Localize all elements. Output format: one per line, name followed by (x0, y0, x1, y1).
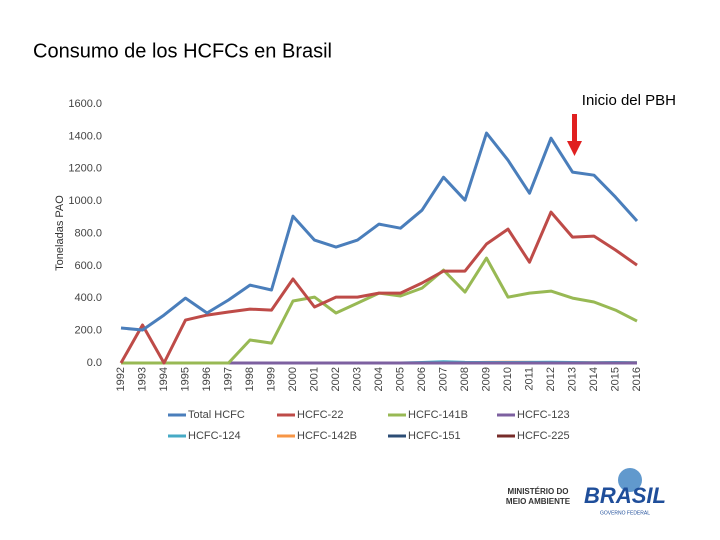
ministry-text: MINISTÉRIO DO (508, 487, 569, 496)
y-tick-label: 0.0 (87, 357, 102, 369)
x-tick-label: 2001 (308, 367, 320, 391)
y-tick-label: 1000.0 (68, 195, 102, 207)
brand-sub: GOVERNO FEDERAL (600, 510, 650, 516)
x-tick-label: 1993 (136, 367, 148, 391)
x-tick-label: 2000 (287, 367, 299, 391)
y-tick-label: 1200.0 (68, 163, 102, 175)
x-tick-label: 2008 (459, 367, 471, 391)
legend-label: HCFC-151 (408, 430, 461, 442)
x-tick-label: 2016 (631, 367, 643, 391)
y-tick-label: 1600.0 (68, 98, 102, 110)
footer-logo: MINISTÉRIO DO MEIO AMBIENTE BRASIL GOVER… (506, 468, 666, 516)
x-tick-label: 2007 (437, 367, 449, 391)
x-tick-label: 2015 (609, 367, 621, 391)
x-tick-label: 2010 (502, 367, 514, 391)
legend-label: HCFC-124 (188, 430, 241, 442)
annotation-arrow (567, 114, 582, 156)
annotation: Inicio del PBH (582, 92, 676, 109)
y-tick-label: 800.0 (74, 227, 102, 239)
x-tick-label: 2002 (330, 367, 342, 391)
x-tick-label: 1998 (244, 367, 256, 391)
legend-label: Total HCFC (188, 409, 245, 421)
x-tick-label: 2014 (588, 367, 600, 391)
x-tick-label: 1996 (201, 367, 213, 391)
x-tick-label: 1999 (265, 367, 277, 391)
x-tick-label: 2004 (373, 367, 385, 391)
y-tick-label: 600.0 (74, 260, 102, 272)
series-line (120, 131, 639, 332)
y-tick-label: 1400.0 (68, 130, 102, 142)
series-line (119, 210, 638, 365)
x-tick-label: 2013 (566, 367, 578, 391)
y-tick-label: 400.0 (74, 292, 102, 304)
x-tick-label: 1995 (179, 367, 191, 391)
x-tick-label: 2003 (351, 367, 363, 391)
legend-label: HCFC-123 (517, 409, 570, 421)
x-tick-label: 2012 (545, 367, 557, 391)
chart-title: Consumo de los HCFCs en Brasil (33, 40, 332, 62)
x-tick-label: 2011 (523, 367, 535, 391)
y-axis-label: Toneladas PAO (54, 195, 66, 271)
legend-label: HCFC-141B (408, 409, 468, 421)
brand-text: BRASIL (584, 483, 666, 508)
x-tick-label: 1997 (222, 367, 234, 391)
x-tick-label: 2006 (416, 367, 428, 391)
legend-label: HCFC-22 (297, 409, 343, 421)
x-tick-label: 2009 (480, 367, 492, 391)
x-tick-label: 2005 (394, 367, 406, 391)
legend-label: HCFC-225 (517, 430, 570, 442)
x-tick-label: 1994 (158, 367, 170, 391)
legend-label: HCFC-142B (297, 430, 357, 442)
y-tick-label: 200.0 (74, 325, 102, 337)
ministry-text: MEIO AMBIENTE (506, 497, 571, 506)
x-tick-label: 1992 (115, 367, 127, 391)
